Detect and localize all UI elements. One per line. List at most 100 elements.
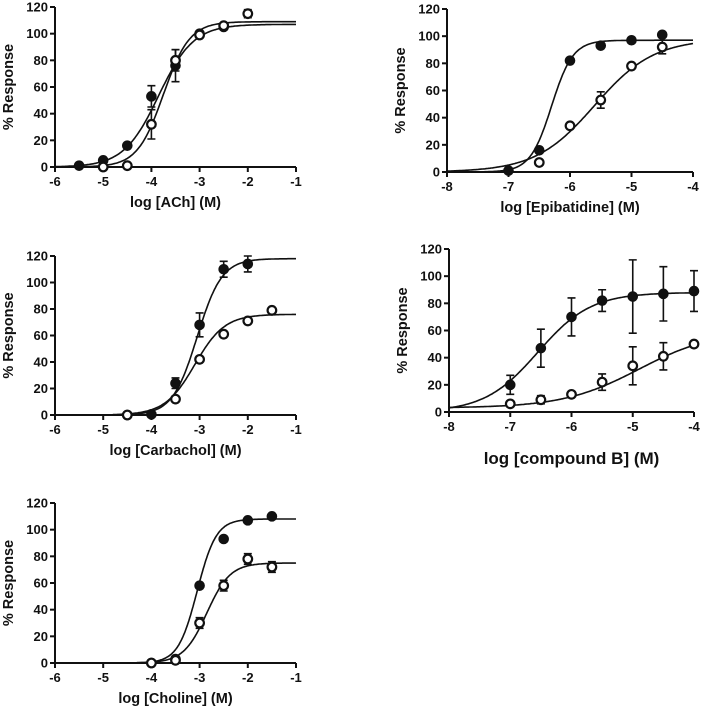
y-tick-label: 0 [435, 405, 442, 420]
x-tick-label: -8 [441, 179, 453, 194]
x-axis-label: log [compound B] (M) [484, 449, 660, 468]
x-tick-label: -5 [97, 174, 109, 189]
filled-data-point [688, 285, 700, 297]
y-tick-label: 80 [428, 296, 442, 311]
filled-data-point [566, 311, 577, 323]
x-tick-label: -7 [503, 179, 515, 194]
open-data-point [218, 328, 230, 340]
filled-data-point [564, 55, 576, 66]
open-data-point [145, 657, 157, 669]
open-data-point [121, 160, 133, 172]
x-tick-label: -4 [146, 670, 158, 685]
open-data-point [535, 394, 547, 406]
filled-data-point [627, 291, 639, 302]
open-data-point [656, 41, 668, 53]
x-tick-label: -1 [290, 174, 302, 189]
filled-data-point [194, 319, 205, 331]
x-tick-label: -6 [566, 419, 578, 434]
x-tick-label: -3 [194, 174, 206, 189]
open-data-point [218, 20, 230, 32]
open-data-point [564, 120, 576, 132]
x-axis-label: log [ACh] (M) [130, 195, 221, 211]
panel-carbachol: % Response log [Carbachol] (M) 0 20 40 60 80… [1, 249, 302, 460]
y-tick-label: 100 [418, 29, 440, 44]
open-data-point [242, 315, 254, 327]
y-tick-label: 40 [428, 350, 442, 365]
fit-curve [127, 562, 297, 664]
open-data-point [121, 409, 133, 421]
y-tick-label: 20 [426, 137, 440, 152]
y-tick-label: 0 [433, 165, 440, 180]
filled-data-point [504, 379, 516, 391]
y-tick-label: 0 [41, 408, 48, 423]
fit-curve [127, 518, 296, 664]
y-tick-label: 120 [420, 242, 442, 257]
y-tick-label: 120 [418, 2, 440, 17]
panel-compound-b: % Response log [compound B] (M) 0 20 40 60 8… [395, 242, 701, 469]
filled-data-point [626, 34, 637, 46]
y-axis-label: % Response [1, 292, 17, 378]
open-data-point [242, 553, 254, 565]
x-tick-label: -6 [49, 670, 61, 685]
open-data-point [627, 360, 639, 372]
filled-data-point [146, 91, 157, 102]
panel-epibatidine: % Response log [Epibatidine] (M) 0 20 40 60… [393, 2, 700, 217]
x-tick-label: -5 [626, 179, 638, 194]
x-tick-label: -7 [504, 419, 516, 434]
fit-curve [55, 23, 296, 168]
open-data-point [242, 8, 254, 20]
filled-data-point [656, 29, 668, 41]
y-tick-label: 40 [34, 602, 48, 617]
open-data-point [194, 29, 206, 41]
open-data-point [266, 304, 278, 316]
open-data-point [688, 338, 700, 350]
x-tick-label: -5 [97, 422, 109, 437]
x-tick-label: -5 [627, 419, 639, 434]
filled-data-point [218, 533, 229, 545]
open-data-point [533, 157, 545, 168]
filled-data-point [266, 511, 278, 522]
x-axis-label: log [Carbachol] (M) [109, 443, 241, 459]
open-data-point [595, 94, 607, 106]
panel-ach: % Response log [ACh] (M) 0 20 40 60 80 100 120… [1, 0, 302, 211]
open-data-point [218, 580, 230, 592]
y-tick-label: 20 [34, 381, 48, 396]
filled-data-point [170, 377, 181, 389]
y-tick-label: 120 [26, 0, 48, 15]
open-data-point [626, 60, 637, 72]
open-data-point [266, 561, 278, 573]
x-tick-label: -1 [290, 670, 302, 685]
filled-data-point [194, 580, 205, 591]
y-axis-label: % Response [395, 287, 411, 373]
y-tick-label: 100 [26, 522, 48, 537]
open-data-point [170, 654, 181, 666]
x-tick-label: -2 [242, 670, 254, 685]
y-tick-label: 0 [41, 160, 48, 175]
filled-data-point [218, 263, 229, 275]
x-tick-label: -3 [194, 422, 206, 437]
y-tick-label: 20 [34, 629, 48, 644]
y-tick-label: 60 [34, 576, 48, 591]
fit-curve [446, 42, 694, 172]
y-tick-label: 20 [428, 377, 442, 392]
filled-data-point [658, 288, 669, 300]
x-tick-label: -6 [49, 422, 61, 437]
x-tick-label: -5 [97, 670, 109, 685]
fit-curve [112, 257, 296, 416]
open-data-point [194, 353, 206, 365]
x-axis-label: log [Choline] (M) [118, 691, 233, 707]
y-tick-label: 60 [426, 83, 440, 98]
x-tick-label: -4 [146, 422, 158, 437]
open-data-point [566, 388, 577, 400]
x-tick-label: -4 [688, 419, 700, 434]
open-data-point [504, 398, 516, 410]
y-tick-label: 20 [34, 133, 48, 148]
y-tick-label: 40 [34, 106, 48, 121]
open-data-point [194, 617, 206, 629]
y-tick-label: 120 [26, 496, 48, 511]
y-tick-label: 40 [426, 110, 440, 125]
y-tick-label: 80 [34, 549, 48, 564]
x-tick-label: -3 [194, 670, 206, 685]
open-data-point [97, 161, 109, 173]
